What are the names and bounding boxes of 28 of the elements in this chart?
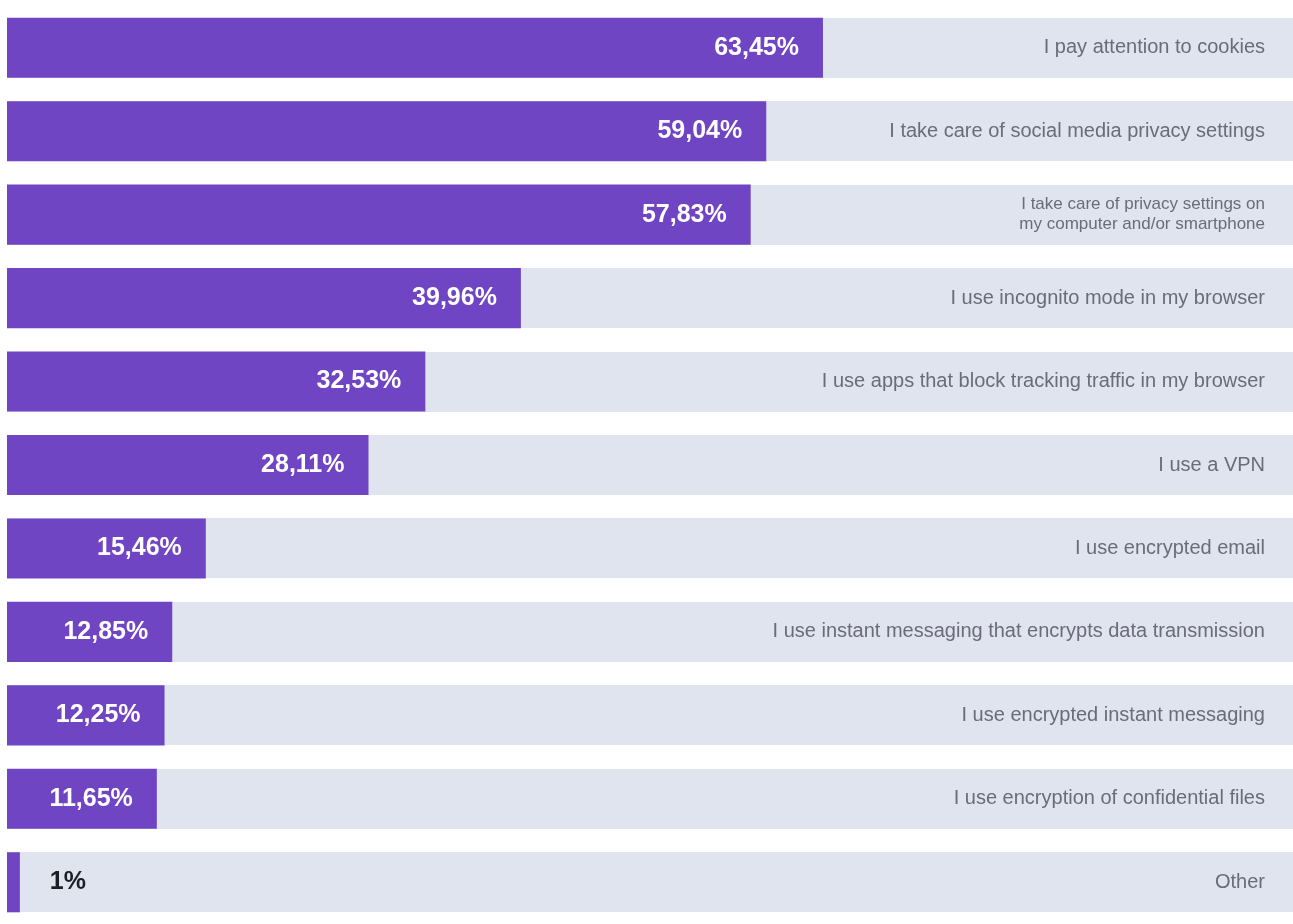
bar (7, 768, 157, 829)
bar (7, 685, 165, 746)
y-tick-label: I use incognito mode in my browser (950, 285, 1266, 308)
data-label: 32,53% (316, 365, 402, 394)
data-label: 59,04% (657, 115, 743, 144)
data-label: 39,96% (412, 281, 497, 310)
y-tick-label: Other (1214, 869, 1266, 892)
y-tick-label: I use a VPN (1158, 452, 1265, 475)
data-label: 1% (49, 866, 86, 895)
y-tick-label: I take care of social media privacy settings (889, 118, 1265, 141)
y-tick-label: I use encrypted instant messaging (961, 702, 1265, 725)
data-label: 12,85% (63, 615, 149, 644)
bar (7, 852, 20, 913)
data-label: 63,45% (714, 31, 799, 60)
y-tick-label: I use instant messaging that encrypts data transmission (772, 619, 1265, 642)
data-label: 12,25% (55, 699, 141, 728)
y-tick-label: I take care of privacy settings on my computer and/or smartphone (1019, 194, 1265, 234)
bar (7, 601, 173, 662)
y-tick-label: I use apps that block tracking traffic in my browser (821, 369, 1266, 392)
y-tick-label: I use encryption of confidential files (953, 786, 1265, 809)
y-tick-label: I pay attention to cookies (1043, 35, 1265, 58)
data-label: 57,83% (641, 198, 727, 227)
bar (7, 351, 426, 412)
bar (7, 518, 206, 579)
y-tick-label: I use encrypted email (1074, 535, 1265, 558)
data-label: 15,46% (97, 532, 182, 561)
data-label: 28,11% (261, 448, 345, 477)
data-label: 11,65% (49, 782, 133, 811)
